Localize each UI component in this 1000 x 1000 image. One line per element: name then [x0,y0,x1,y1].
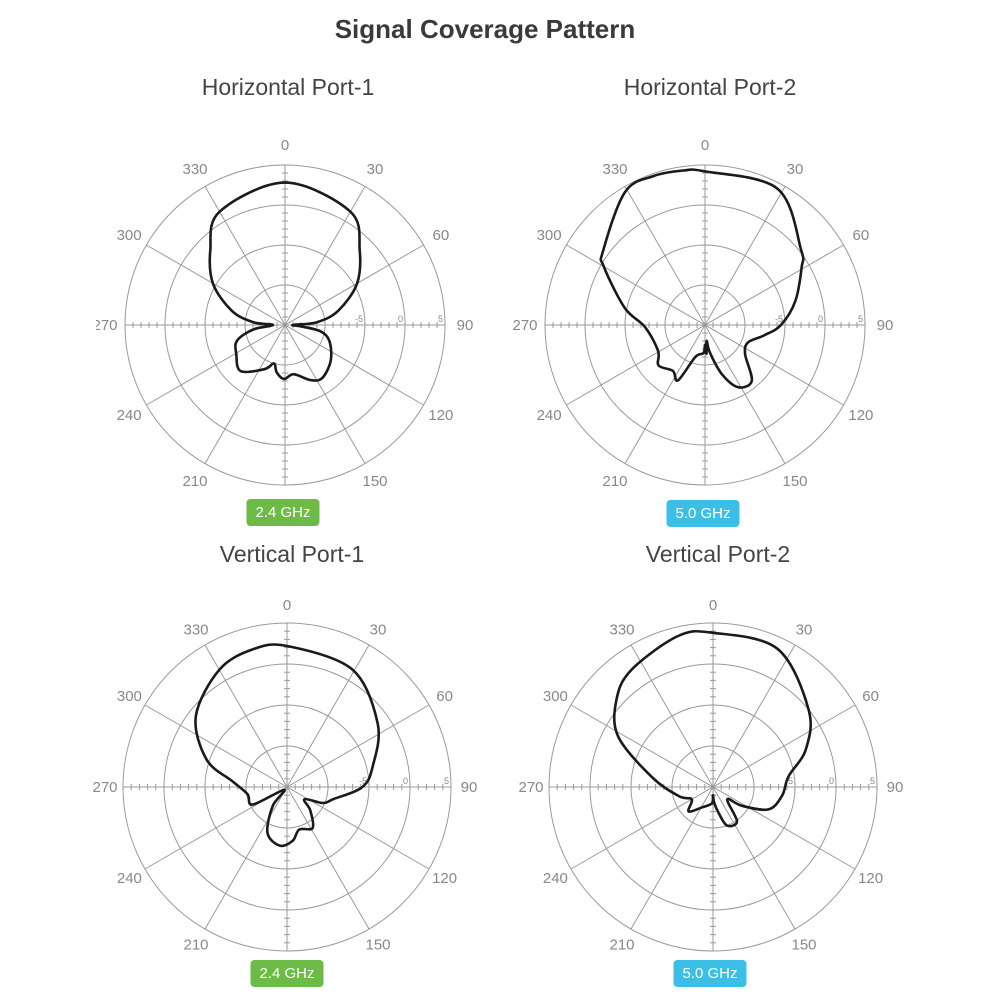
r-tick-label: -5 [785,776,793,786]
theta-tick-label: 270 [92,317,117,334]
theta-tick-label: 60 [862,688,879,705]
theta-tick-label: 330 [602,161,627,178]
theta-tick-label: 150 [791,937,816,954]
grid-spoke [630,644,796,930]
theta-tick-label: 150 [362,473,387,490]
theta-tick-label: 210 [183,937,208,954]
chart-title: Signal Coverage Pattern [334,14,636,44]
theta-tick-label: 210 [182,473,207,490]
theta-tick-label: 300 [117,688,142,705]
r-tick-label: -5 [359,776,367,786]
theta-tick-label: 270 [518,779,543,796]
band-badge-2-4ghz: 2.4 GHz [250,960,324,987]
theta-tick-label: 270 [92,779,117,796]
theta-tick-label: 300 [543,688,568,705]
theta-tick-label: 60 [433,227,450,244]
grid-spoke [624,186,786,464]
theta-tick-label: 270 [512,317,537,334]
theta-tick-label: 240 [537,407,562,424]
r-tick-label: 0 [818,314,823,324]
r-tick-label: 0 [398,314,403,324]
theta-tick-label: 210 [602,473,627,490]
theta-tick-label: 90 [887,779,904,796]
theta-tick-label: 30 [370,621,387,638]
theta-tick-label: 150 [365,937,390,954]
theta-tick-label: 330 [609,621,634,638]
theta-tick-label: 0 [701,137,709,154]
theta-tick-label: 300 [537,227,562,244]
polar-chart: -5 0 5 0 30 60 90 120 150 210 240 270 300 330 [92,597,477,954]
theta-tick-label: 0 [709,597,717,614]
theta-tick-label: 0 [283,597,291,614]
panel-title-vertical-port-1: Vertical Port-1 [219,541,365,567]
theta-tick-label: 120 [858,870,883,887]
polar-chart: -5 0 5 0 30 60 90 120 150 210 240 270 300 330 [518,597,903,954]
r-tick-label: 0 [829,776,834,786]
theta-tick-label: 90 [457,317,474,334]
theta-tick-label: 300 [117,227,142,244]
panel-title-vertical-port-2: Vertical Port-2 [645,541,791,567]
r-tick-label: 5 [438,314,443,324]
band-badge-2-4ghz: 2.4 GHz [246,499,320,526]
r-tick-label: 5 [858,314,863,324]
panel-title-horizontal-port-2: Horizontal Port-2 [623,74,797,100]
theta-tick-label: 120 [432,870,457,887]
grid-spoke [204,644,370,930]
radiation-pattern-trace [194,643,381,848]
theta-tick-label: 0 [281,137,289,154]
theta-tick-label: 240 [117,407,142,424]
theta-tick-label: 60 [436,688,453,705]
theta-tick-label: 150 [782,473,807,490]
radiation-pattern-trace [599,168,805,389]
theta-tick-label: 30 [796,621,813,638]
theta-tick-label: 60 [853,227,870,244]
polar-chart: -5 0 5 0 30 60 90 120 150 210 240 270 300 330 [512,137,893,490]
r-tick-label: 5 [870,776,875,786]
theta-tick-label: 30 [787,161,804,178]
grid-spoke [204,186,366,464]
theta-tick-label: 240 [117,870,142,887]
theta-tick-label: 90 [877,317,894,334]
theta-tick-label: 210 [609,937,634,954]
theta-tick-label: 120 [848,407,873,424]
radiation-pattern-trace [208,181,362,382]
theta-tick-label: 90 [461,779,478,796]
theta-tick-label: 330 [183,621,208,638]
theta-tick-label: 240 [543,870,568,887]
band-badge-5ghz: 5.0 GHz [666,500,740,527]
r-tick-label: -5 [355,314,363,324]
radiation-pattern-trace [612,629,812,828]
theta-tick-label: 30 [367,161,384,178]
band-badge-5ghz: 5.0 GHz [673,960,747,987]
r-tick-label: -5 [775,314,783,324]
theta-tick-label: 330 [182,161,207,178]
polar-chart: -5 0 5 0 30 60 90 120 150 210 240 270 300 330 [92,137,474,490]
r-tick-label: 0 [403,776,408,786]
r-tick-label: 5 [444,776,449,786]
theta-tick-label: 120 [428,407,453,424]
panel-title-horizontal-port-1: Horizontal Port-1 [201,74,375,100]
